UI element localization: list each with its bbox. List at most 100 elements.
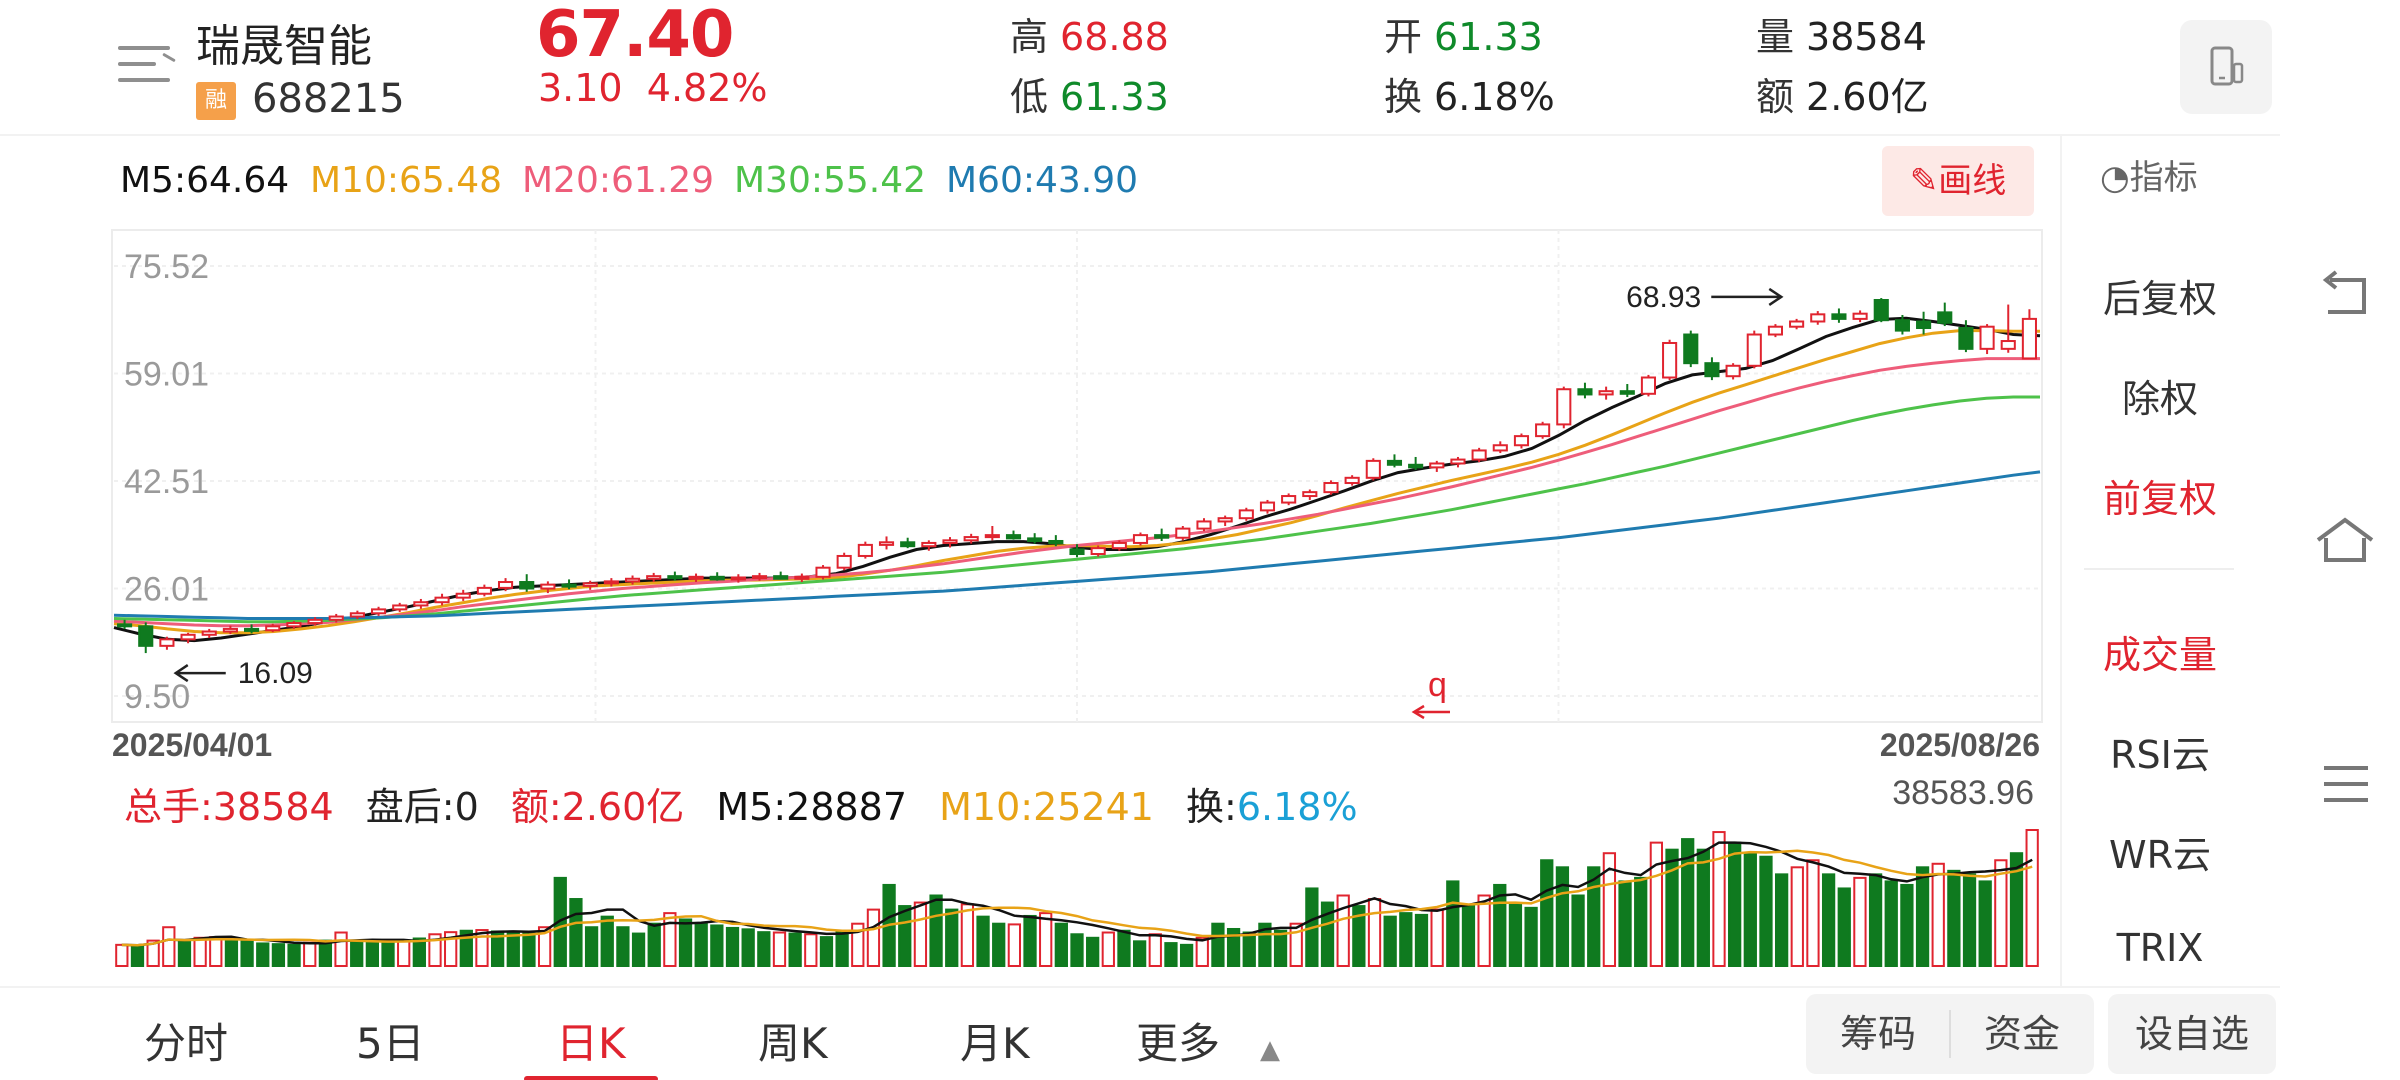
- indicator-button[interactable]: ◔指标: [2100, 150, 2198, 199]
- volume-bar: [992, 922, 1006, 967]
- volume-bar: [115, 943, 129, 967]
- volume-bar: [584, 926, 599, 967]
- candle: [1704, 357, 1720, 381]
- volume-bar: [757, 931, 771, 967]
- volume-after-hours: 盘后:0: [365, 785, 479, 829]
- candle-body: [561, 583, 577, 588]
- candle-body: [1789, 320, 1805, 328]
- candle: [1789, 318, 1805, 330]
- candle-body: [1259, 501, 1276, 512]
- volume-bar: [177, 941, 192, 967]
- tab-weekly-k[interactable]: 周K: [758, 1019, 828, 1068]
- candle: [159, 636, 175, 650]
- ma10-legend: M10:65.48: [310, 160, 503, 201]
- candle-body: [1513, 435, 1530, 447]
- volume-bar: [1039, 912, 1053, 967]
- tab-daily-k[interactable]: 日K: [556, 1019, 626, 1068]
- candle-body: [138, 625, 154, 647]
- candle: [1746, 330, 1762, 369]
- candle: [1577, 382, 1593, 399]
- volume-bar: [412, 937, 426, 968]
- add-favorite-button[interactable]: 设自选: [2108, 994, 2276, 1074]
- device-switch-button[interactable]: [2180, 20, 2272, 114]
- draw-line-button[interactable]: ✎画线: [1882, 146, 2034, 216]
- menu-volume[interactable]: 成交量: [2102, 633, 2217, 677]
- candle: [349, 610, 365, 620]
- candle-body: [117, 623, 133, 628]
- volume-bar: [1962, 873, 1977, 967]
- ma30-legend: M30:55.42: [734, 160, 927, 201]
- ma-line-m30: [113, 395, 2040, 624]
- candle: [265, 623, 281, 633]
- volume-bar: [804, 933, 818, 968]
- k-candles: [117, 298, 2037, 654]
- candle-body: [222, 627, 238, 633]
- volume-chart[interactable]: 38583.96: [110, 770, 2045, 970]
- funds-button[interactable]: 资金: [1983, 1012, 2060, 1056]
- amount-label: 额: [1756, 75, 1795, 119]
- volume-bar: [1226, 927, 1241, 967]
- right-menu-divider: [2084, 568, 2234, 570]
- menu-wr-cloud[interactable]: WR云: [2109, 833, 2211, 877]
- candle: [900, 537, 916, 549]
- candle: [434, 593, 450, 606]
- menu-trix[interactable]: TRIX: [2116, 926, 2204, 964]
- candle-body: [1154, 534, 1170, 539]
- caret-up-icon: ▲: [1260, 1035, 1281, 1065]
- candle-body: [2000, 340, 2016, 350]
- candle-body: [1725, 364, 1741, 378]
- chips-button[interactable]: 筹码: [1839, 1012, 1916, 1056]
- volume-value: 38584: [1806, 15, 1927, 59]
- volume-bar: [1649, 841, 1664, 967]
- candle-body: [1683, 333, 1699, 365]
- stock-code: 688215: [252, 76, 405, 122]
- volume-bar: [631, 932, 646, 967]
- tab-5day[interactable]: 5日: [356, 1019, 425, 1068]
- volume-bar: [945, 908, 959, 967]
- candle: [1916, 311, 1932, 335]
- home-icon[interactable]: [2310, 510, 2380, 570]
- volume-bar: [976, 915, 990, 967]
- volume-m5: M5:28887: [716, 785, 908, 829]
- volume-bar: [1320, 901, 1335, 968]
- menu-ex-rights[interactable]: 除权: [2121, 377, 2198, 421]
- volume-bar: [1273, 929, 1288, 967]
- candle-body: [455, 592, 471, 599]
- candle: [1471, 447, 1487, 463]
- menu-icon[interactable]: [118, 40, 176, 90]
- margin-trading-badge: 融: [196, 82, 236, 120]
- candle: [1281, 493, 1297, 506]
- volume-bar: [522, 932, 536, 967]
- volume-moving-averages: [121, 841, 2033, 947]
- candlestick-chart[interactable]: 75.52 59.01 42.51 26.01 9.50 2025/04/01 2025/0…: [110, 226, 2045, 766]
- candle-body: [794, 575, 810, 580]
- volume-bar: [303, 941, 317, 967]
- volume-bar: [350, 940, 364, 967]
- event-marker: q: [1428, 666, 1447, 704]
- candle: [1238, 507, 1254, 521]
- candle-body: [836, 554, 852, 569]
- max-price-annotation: 68.93: [1626, 281, 1701, 314]
- candle: [1810, 311, 1826, 325]
- tab-more[interactable]: 更多 ▲: [1136, 1010, 1280, 1071]
- volume-bar: [1430, 908, 1444, 967]
- recents-icon[interactable]: [2310, 754, 2380, 814]
- back-icon[interactable]: [2310, 266, 2380, 326]
- tab-monthly-k[interactable]: 月K: [960, 1019, 1030, 1068]
- volume-bar: [616, 926, 630, 967]
- tab-intraday[interactable]: 分时: [144, 1019, 229, 1068]
- volume-bar: [1007, 923, 1022, 967]
- candle: [963, 533, 979, 544]
- volume-bar: [1868, 873, 1883, 967]
- menu-post-adjusted[interactable]: 后复权: [2102, 277, 2217, 321]
- candle: [603, 578, 619, 587]
- volume-bar: [146, 939, 160, 967]
- volume-bar: [209, 936, 223, 968]
- candle: [1725, 363, 1741, 380]
- candle: [1386, 454, 1403, 468]
- candle: [1429, 460, 1445, 472]
- volume-bar: [1743, 852, 1757, 967]
- menu-pre-adjusted[interactable]: 前复权: [2102, 477, 2217, 521]
- candle-body: [1344, 476, 1360, 485]
- menu-rsi-cloud[interactable]: RSI云: [2110, 733, 2210, 777]
